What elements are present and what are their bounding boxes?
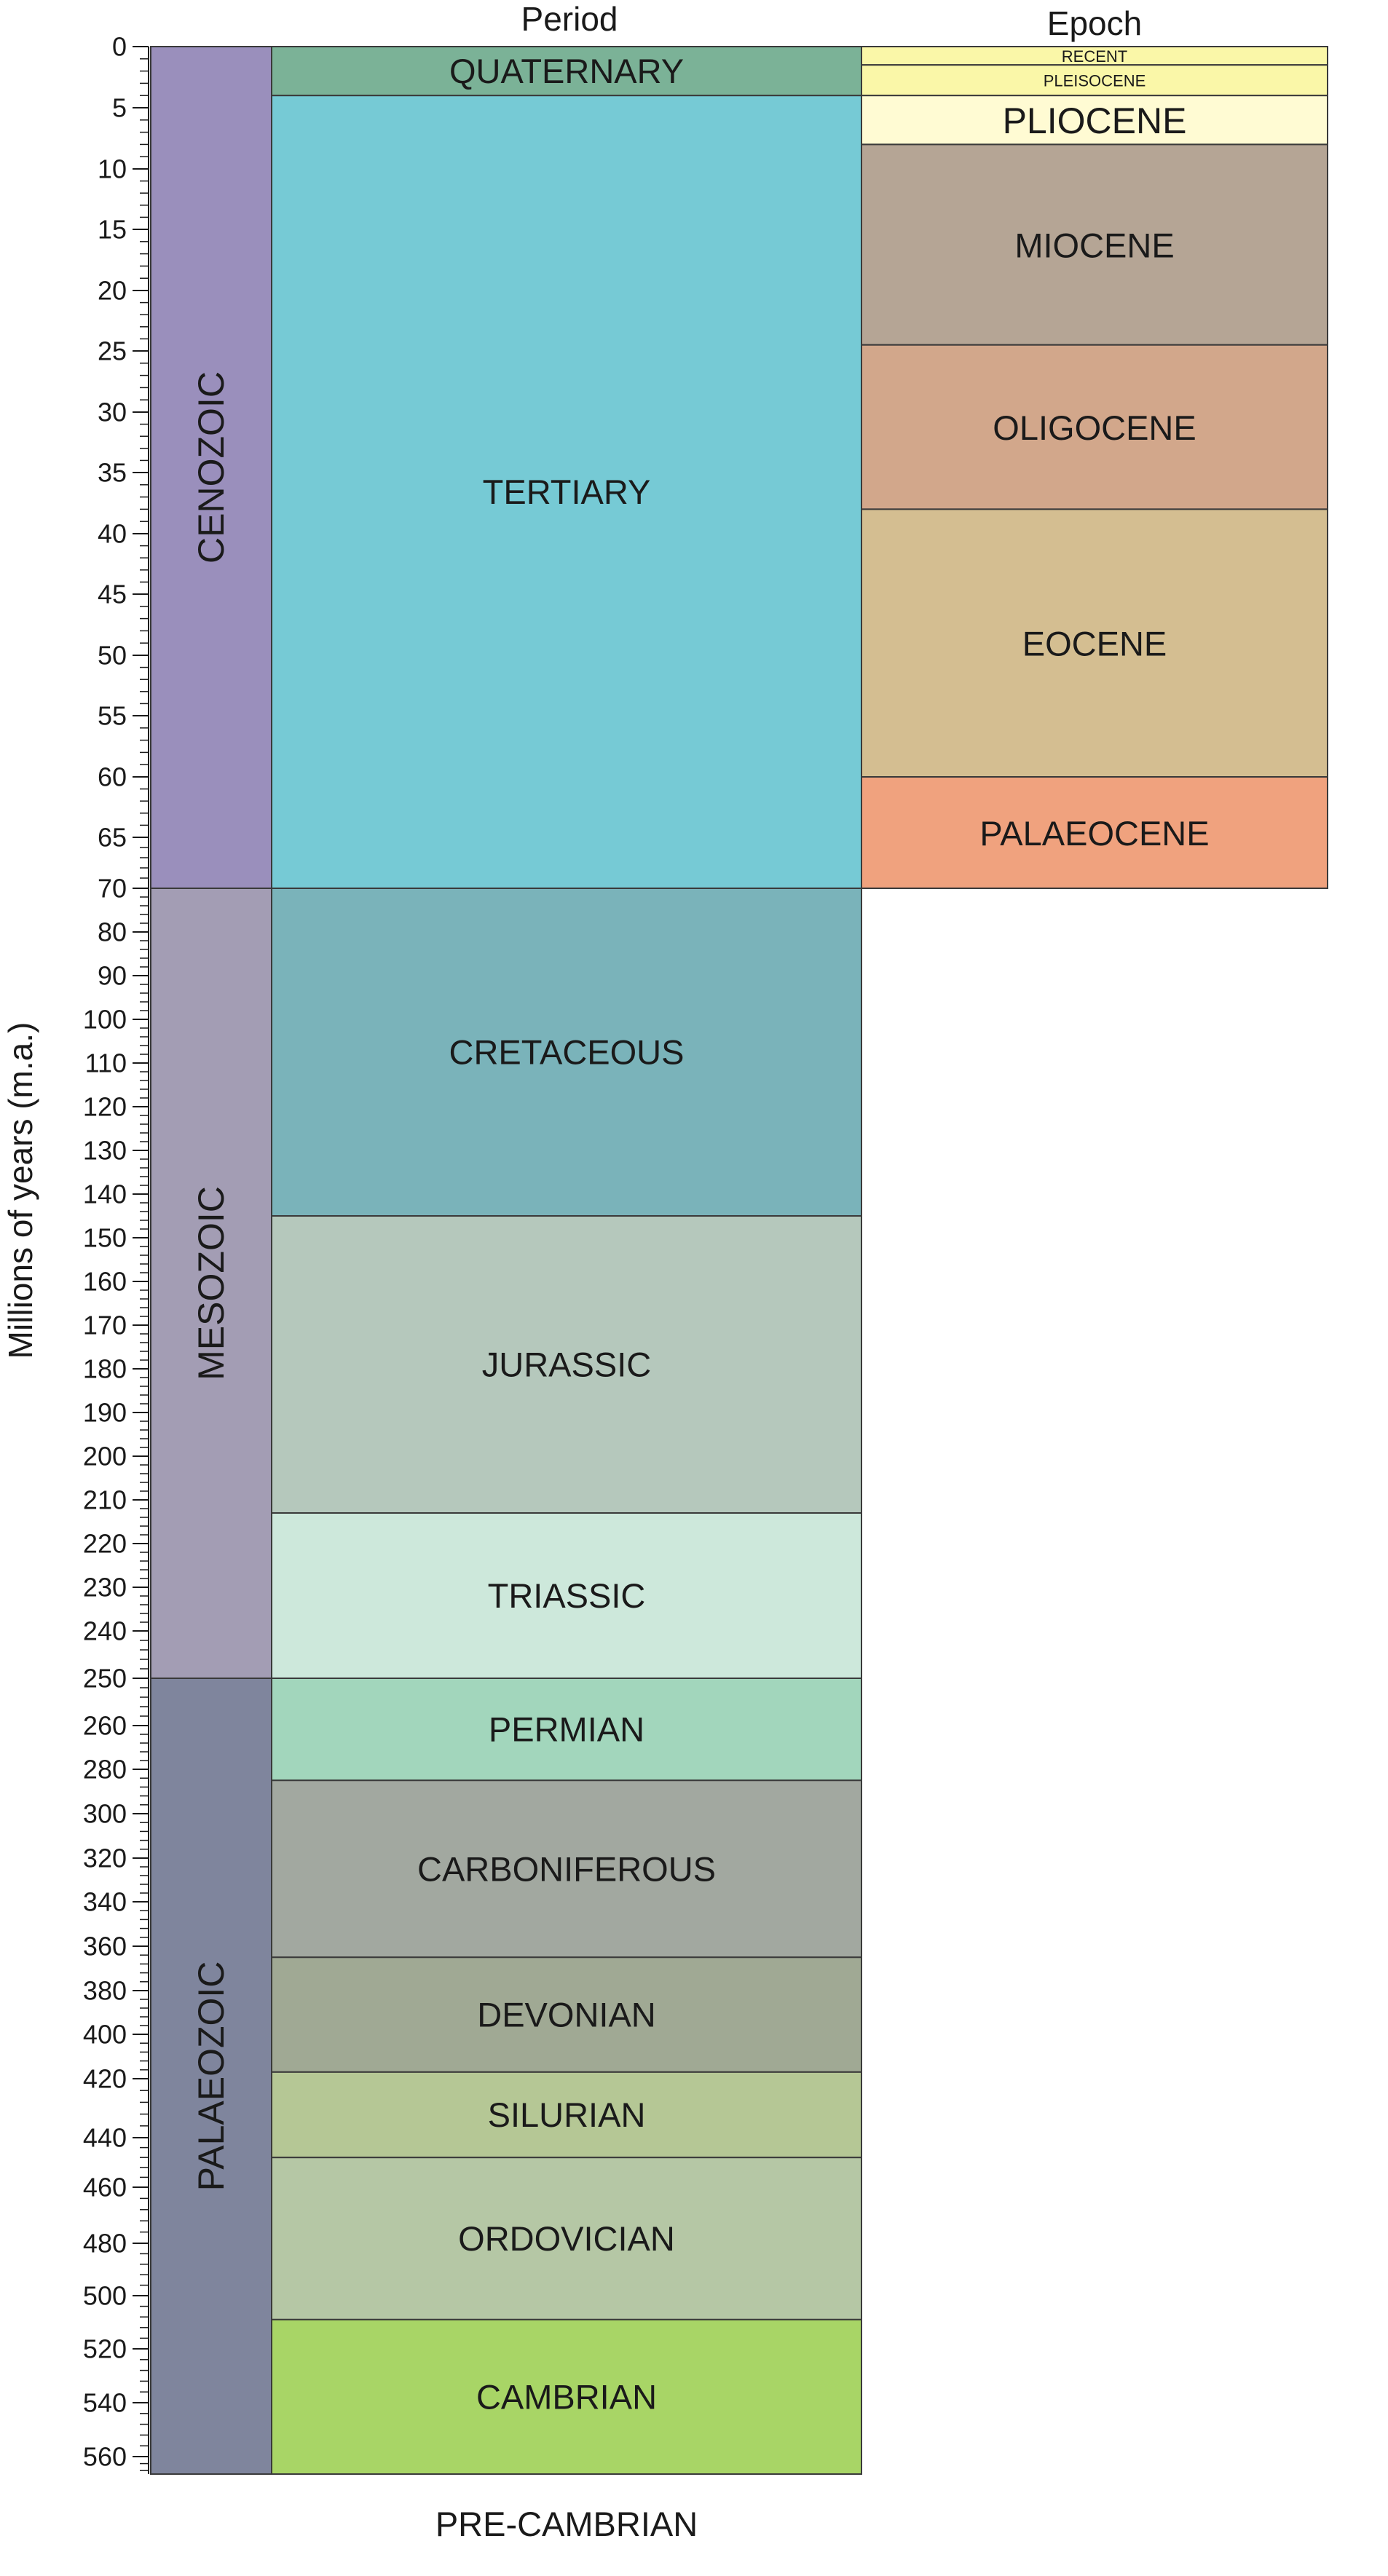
y-tick-label: 5: [112, 93, 127, 123]
period-label-jurassic: JURASSIC: [482, 1346, 651, 1384]
y-tick-label: 70: [98, 874, 127, 904]
period-label-silurian: SILURIAN: [488, 2095, 646, 2134]
y-tick-label: 0: [112, 32, 127, 62]
epoch-column: RECENT PLEISOCENE PLIOCENE MIOCENE OLIGOCENE…: [861, 46, 1328, 889]
y-tick-label: 20: [98, 276, 127, 306]
y-tick-label: 35: [98, 458, 127, 488]
period-bar-tertiary: [271, 95, 862, 890]
y-tick-label: 230: [83, 1573, 127, 1603]
y-tick-label: 30: [98, 398, 127, 427]
epoch-bar-oligocene: [861, 344, 1328, 510]
period-label-carboniferous: CARBONIFEROUS: [417, 1849, 716, 1888]
pre-cambrian-label: PRE-CAMBRIAN: [435, 2505, 698, 2543]
y-tick-label: 90: [98, 961, 127, 991]
y-axis-label: Millions of years (m.a.): [1, 1022, 39, 1359]
period-label-permian: PERMIAN: [489, 1710, 644, 1749]
y-tick-label: 250: [83, 1664, 127, 1694]
y-tick-label: 400: [83, 2020, 127, 2050]
y-tick-label: 420: [83, 2064, 127, 2094]
era-label-cenozoic: CENOZOIC: [191, 371, 232, 564]
epoch-label-oligocene: OLIGOCENE: [993, 408, 1196, 447]
era-label-mesozoic: MESOZOIC: [191, 1186, 232, 1380]
y-tick-label: 280: [83, 1755, 127, 1785]
y-tick-label: 210: [83, 1485, 127, 1515]
period-bar-jurassic: [271, 1215, 862, 1514]
period-bar-cambrian: [271, 2318, 862, 2476]
y-tick-label: 300: [83, 1799, 127, 1829]
y-tick-label: 340: [83, 1887, 127, 1917]
y-tick-label: 25: [98, 336, 127, 366]
y-tick-label: 150: [83, 1223, 127, 1253]
y-tick-label: 15: [98, 215, 127, 245]
y-tick-label: 320: [83, 1844, 127, 1873]
epoch-bar-pliocene: [861, 95, 1328, 146]
period-bar-silurian: [271, 2071, 862, 2159]
epoch-bar-miocene: [861, 143, 1328, 346]
y-tick-label: 60: [98, 762, 127, 792]
period-label-cretaceous: CRETACEOUS: [449, 1033, 685, 1072]
epoch-label-palaeocene: PALAEOCENE: [979, 814, 1209, 853]
y-axis: 0 5 10 15 20 25 30 35 40 45 50 55 60 65 70 80 90 100 110 12…: [83, 32, 149, 2474]
y-tick-label: 170: [83, 1311, 127, 1340]
y-tick-label: 240: [83, 1616, 127, 1646]
y-tick-label: 160: [83, 1267, 127, 1297]
y-tick-label: 440: [83, 2123, 127, 2153]
era-bar-palaeozoic: [150, 1678, 272, 2475]
epoch-bar-eocene: [861, 508, 1328, 778]
period-bar-carboniferous: [271, 1779, 862, 1959]
y-tick-label: 360: [83, 1932, 127, 1961]
period-label-devonian: DEVONIAN: [477, 1996, 656, 2034]
epoch-bar-pleisocene: [861, 64, 1328, 97]
y-tick-label: 120: [83, 1092, 127, 1122]
epoch-label-pleisocene: PLEISOCENE: [1044, 72, 1146, 90]
y-tick-label: 380: [83, 1976, 127, 2006]
period-bar-devonian: [271, 1956, 862, 2073]
y-tick-label: 40: [98, 519, 127, 549]
period-label-quaternary: QUATERNARY: [449, 52, 684, 90]
era-bar-mesozoic: [150, 888, 272, 1679]
era-label-palaeozoic: PALAEOZOIC: [191, 1961, 232, 2192]
era-column: CENOZOIC MESOZOIC PALAEOZOIC: [150, 46, 272, 2475]
period-bar-triassic: [271, 1512, 862, 1679]
y-tick-label: 460: [83, 2173, 127, 2202]
y-tick-label: 200: [83, 1442, 127, 1471]
era-bar-cenozoic: [150, 46, 272, 889]
y-tick-label: 80: [98, 917, 127, 947]
period-bar-cretaceous: [271, 888, 862, 1217]
y-tick-label: 180: [83, 1354, 127, 1384]
epoch-bar-palaeocene: [861, 776, 1328, 889]
epoch-label-pliocene: PLIOCENE: [1003, 100, 1187, 141]
y-tick-label: 50: [98, 641, 127, 671]
y-tick-label: 190: [83, 1398, 127, 1428]
y-tick-label: 140: [83, 1180, 127, 1209]
period-label-ordovician: ORDOVICIAN: [458, 2219, 675, 2258]
y-tick-label: 560: [83, 2442, 127, 2472]
y-tick-label: 65: [98, 823, 127, 853]
period-column: QUATERNARY TERTIARY CRETACEOUS JURASSIC TRIA…: [271, 46, 862, 2476]
y-tick-label: 480: [83, 2229, 127, 2259]
y-tick-label: 500: [83, 2281, 127, 2311]
period-label-tertiary: TERTIARY: [483, 473, 651, 511]
epoch-label-miocene: MIOCENE: [1014, 226, 1174, 265]
y-tick-label: 100: [83, 1005, 127, 1035]
period-column-header: Period: [521, 0, 618, 38]
y-tick-label: 130: [83, 1136, 127, 1166]
epoch-label-recent: RECENT: [1062, 47, 1127, 66]
y-tick-label: 520: [83, 2334, 127, 2364]
y-tick-label: 10: [98, 154, 127, 184]
y-tick-label: 540: [83, 2388, 127, 2418]
y-tick-label: 55: [98, 701, 127, 731]
y-tick-label: 220: [83, 1529, 127, 1559]
period-label-triassic: TRIASSIC: [488, 1576, 646, 1615]
period-label-cambrian: CAMBRIAN: [476, 2377, 657, 2416]
y-tick-label: 260: [83, 1711, 127, 1741]
epoch-column-header: Epoch: [1047, 4, 1142, 42]
period-bar-quaternary: [271, 46, 862, 97]
epoch-label-eocene: EOCENE: [1022, 625, 1167, 663]
y-tick-label: 110: [85, 1048, 127, 1078]
y-tick-label: 45: [98, 580, 127, 609]
period-bar-ordovician: [271, 2157, 862, 2320]
